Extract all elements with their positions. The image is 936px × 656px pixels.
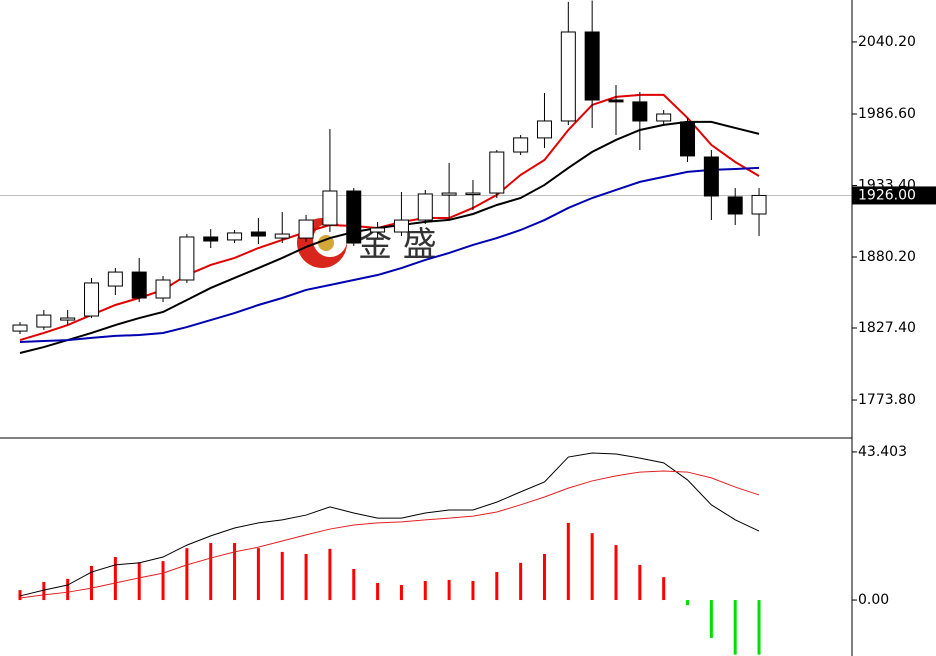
indicator-line [19, 120, 760, 354]
histogram-bar [423, 580, 427, 601]
histogram-bar [137, 562, 141, 601]
candle-body [227, 232, 243, 241]
indicator-line [19, 452, 760, 597]
candle-body [680, 121, 696, 157]
histogram-bar [113, 557, 117, 601]
candle-body [632, 101, 648, 122]
histogram-bar [471, 580, 475, 601]
candle-body [393, 219, 409, 233]
histogram-bar [686, 600, 690, 606]
histogram-bar [161, 561, 165, 601]
candle-body [560, 31, 576, 122]
current-price-box [852, 186, 936, 205]
y-tick-label: 2040.20 [858, 34, 916, 50]
candle-body [131, 271, 147, 299]
candle-body [608, 99, 624, 103]
candle-body [584, 31, 600, 101]
histogram-bar [662, 577, 666, 601]
histogram-bar [590, 533, 594, 601]
histogram-bar [280, 551, 284, 601]
candle-body [179, 236, 195, 281]
y-tick-label: 1880.20 [858, 249, 916, 265]
histogram-bar [328, 548, 332, 601]
candle-body [417, 193, 433, 221]
candle-body [727, 196, 743, 215]
candle-body [489, 151, 505, 194]
histogram-bar [352, 568, 356, 601]
current-price-label: 1926.00 [858, 187, 916, 203]
candle-body [84, 282, 100, 317]
histogram-bar [638, 564, 642, 601]
candle-body [370, 227, 386, 233]
candle-body [703, 156, 719, 197]
indicator-line [19, 470, 760, 599]
candle-body [322, 190, 338, 226]
histogram-bar [566, 522, 570, 601]
histogram-bar [233, 543, 237, 601]
y-tick-label: 43.403 [858, 444, 907, 460]
histogram-bar [42, 581, 46, 601]
histogram-bar [304, 553, 308, 601]
candle-body [60, 317, 76, 321]
candle-body [751, 194, 767, 215]
histogram-bar [66, 578, 70, 601]
y-tick-label: 1827.40 [858, 320, 916, 336]
histogram-bar [376, 582, 380, 601]
candle-body [298, 219, 314, 239]
indicator-line [19, 166, 760, 343]
y-tick-label: 0.00 [858, 592, 889, 608]
candle-body [513, 137, 529, 153]
histogram-bar [495, 572, 499, 601]
y-tick-label: 1773.80 [858, 392, 916, 408]
histogram-bar [185, 548, 189, 601]
histogram-bar [757, 600, 761, 655]
histogram-bar [209, 543, 213, 601]
histogram-bar [542, 553, 546, 601]
histogram-bar [614, 545, 618, 601]
y-tick-label: 1986.60 [858, 106, 916, 122]
histogram-bar [733, 600, 737, 655]
histogram-bar [90, 565, 94, 601]
candle-body [12, 324, 28, 332]
histogram-bar [519, 562, 523, 601]
candle-body [107, 271, 123, 287]
histogram-bar [399, 585, 403, 601]
histogram-bar [18, 590, 22, 601]
candle-body [274, 233, 290, 239]
histogram-bar [256, 548, 260, 601]
candle-body [250, 231, 266, 237]
candle-body [155, 279, 171, 299]
candle-body [346, 190, 362, 244]
candle-body [203, 236, 219, 242]
candle-body [465, 192, 481, 196]
candle-body [441, 192, 457, 196]
histogram-bar [709, 600, 713, 638]
histogram-bar [447, 579, 451, 601]
candle-body [536, 120, 552, 139]
candle-body [656, 113, 672, 122]
candle-body [36, 314, 52, 328]
